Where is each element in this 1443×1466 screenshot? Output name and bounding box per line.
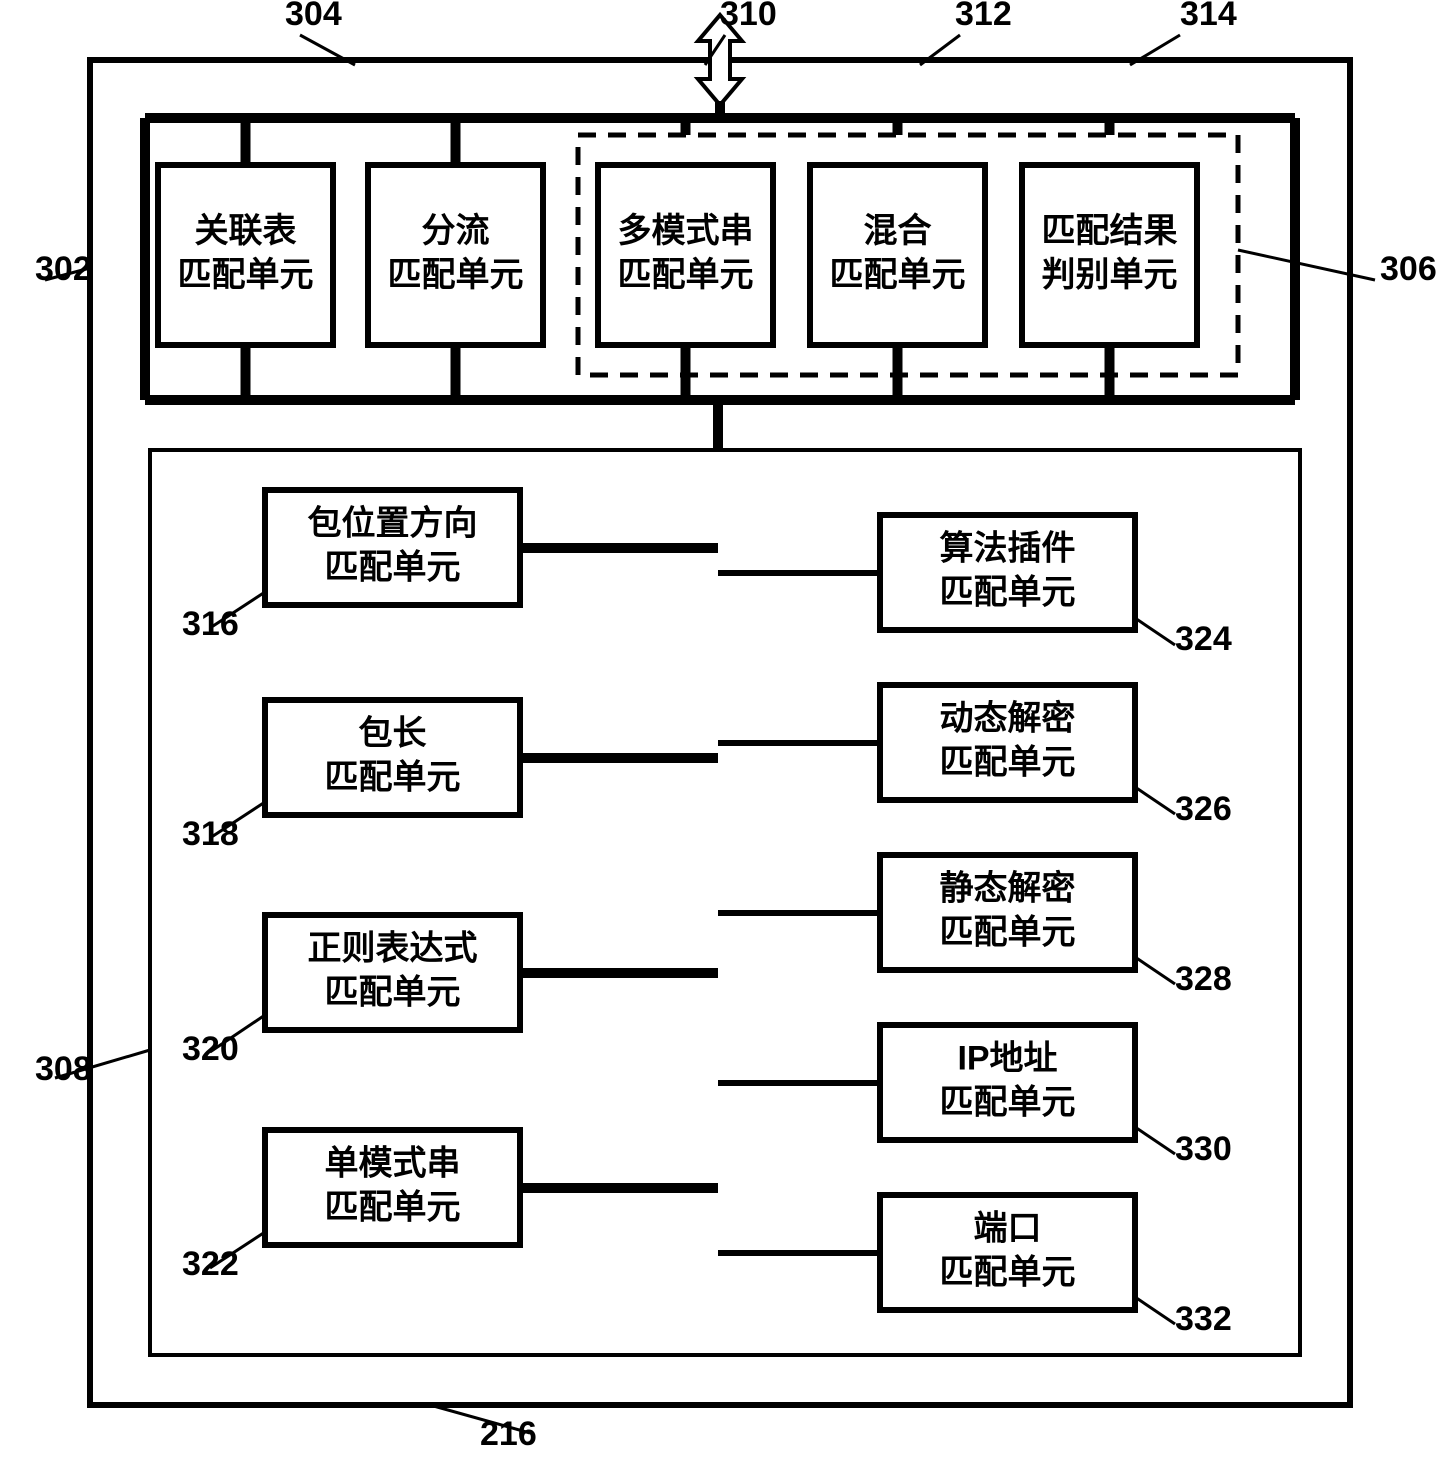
node-330-label: 匹配单元 xyxy=(940,1083,1076,1121)
node-326-label: 动态解密 xyxy=(940,698,1076,737)
outer-frame-ref: 216 xyxy=(480,1415,537,1453)
node-310-label: 匹配单元 xyxy=(618,256,754,294)
node-304-ref: 304 xyxy=(285,0,342,33)
node-318-label: 匹配单元 xyxy=(325,758,461,796)
node-302-ref: 302 xyxy=(35,250,92,288)
node-302-label: 关联表 xyxy=(195,212,297,250)
node-320-label: 正则表达式 xyxy=(308,929,478,967)
node-322-ref: 322 xyxy=(182,1245,239,1283)
node-328-label: 匹配单元 xyxy=(940,913,1076,951)
node-318-ref: 318 xyxy=(182,815,239,853)
node-328-label: 静态解密 xyxy=(940,868,1076,907)
node-324-ref: 324 xyxy=(1175,620,1232,658)
node-302-label: 匹配单元 xyxy=(178,256,314,294)
node-330-label: IP地址 xyxy=(957,1039,1057,1077)
node-314-label: 判别单元 xyxy=(1042,256,1178,294)
node-332-label: 端口 xyxy=(974,1209,1042,1247)
node-312-ref: 312 xyxy=(955,0,1012,33)
node-304-label: 匹配单元 xyxy=(388,256,524,294)
node-332-ref: 332 xyxy=(1175,1300,1232,1338)
node-328-ref: 328 xyxy=(1175,960,1232,998)
node-316-label: 包位置方向 xyxy=(308,504,478,542)
node-324-label: 匹配单元 xyxy=(940,573,1076,611)
node-320-ref: 320 xyxy=(182,1030,239,1068)
node-322-label: 单模式串 xyxy=(325,1144,461,1182)
node-326-label: 匹配单元 xyxy=(940,743,1076,781)
node-318-label: 包长 xyxy=(359,714,427,752)
node-320-label: 匹配单元 xyxy=(325,973,461,1011)
node-322-label: 匹配单元 xyxy=(325,1188,461,1226)
node-316-ref: 316 xyxy=(182,605,239,643)
node-330-ref: 330 xyxy=(1175,1130,1232,1168)
node-332-label: 匹配单元 xyxy=(940,1253,1076,1291)
diagram-root: 216306关联表匹配单元302分流匹配单元304多模式串匹配单元310混合匹配… xyxy=(0,0,1443,1466)
node-314-label: 匹配结果 xyxy=(1042,212,1178,250)
node-310-label: 多模式串 xyxy=(618,212,754,250)
node-312-label: 匹配单元 xyxy=(830,256,966,294)
node-324-label: 算法插件 xyxy=(940,529,1076,567)
node-316-label: 匹配单元 xyxy=(325,548,461,586)
node-310-ref: 310 xyxy=(720,0,777,33)
lower-frame-308-ref: 308 xyxy=(35,1050,92,1088)
node-326-ref: 326 xyxy=(1175,790,1232,828)
node-314-ref: 314 xyxy=(1180,0,1237,33)
node-312-label: 混合 xyxy=(864,212,932,250)
group-306-ref: 306 xyxy=(1380,250,1437,288)
node-304-label: 分流 xyxy=(422,212,490,250)
